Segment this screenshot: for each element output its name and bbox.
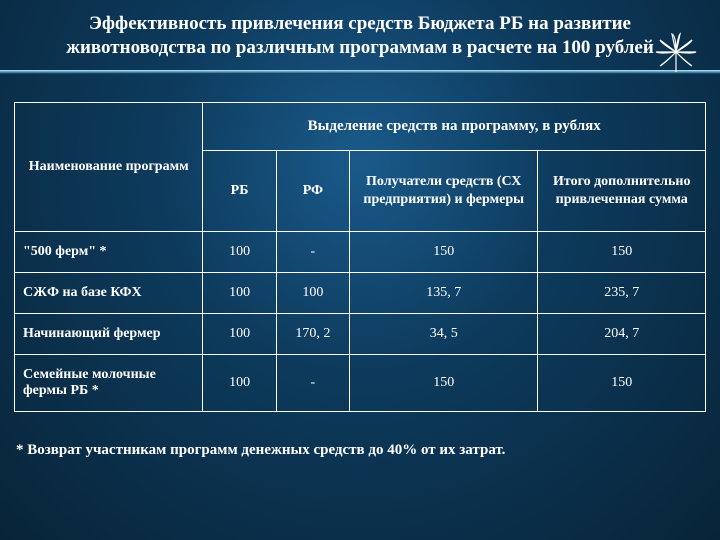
- header-recipients: Получатели средств (СХ предприятия) и фе…: [350, 151, 538, 232]
- cell-total: 204, 7: [538, 314, 706, 355]
- cell-name: "500 ферм" *: [15, 232, 203, 273]
- header: Эффективность привлечения средств Бюджет…: [0, 0, 720, 66]
- page-title: Эффективность привлечения средств Бюджет…: [20, 12, 700, 60]
- table-row: "500 ферм" * 100 - 150 150: [15, 232, 706, 273]
- header-allocation: Выделение средств на программу, в рублях: [203, 102, 706, 151]
- header-rf: РФ: [276, 151, 349, 232]
- table-row: Семейные молочные фермы РБ * 100 - 150 1…: [15, 355, 706, 412]
- cell-name: СЖФ на базе КФХ: [15, 273, 203, 314]
- cell-rb: 100: [203, 355, 276, 412]
- cell-rf: 170, 2: [276, 314, 349, 355]
- cell-rf: -: [276, 232, 349, 273]
- table-row: СЖФ на базе КФХ 100 100 135, 7 235, 7: [15, 273, 706, 314]
- cell-recip: 34, 5: [350, 314, 538, 355]
- cell-recip: 150: [350, 232, 538, 273]
- efficiency-table: Наименование программ Выделение средств …: [14, 102, 706, 413]
- cell-total: 235, 7: [538, 273, 706, 314]
- header-total: Итого дополнительно привлеченная сумма: [538, 151, 706, 232]
- cell-name: Семейные молочные фермы РБ *: [15, 355, 203, 412]
- cell-recip: 135, 7: [350, 273, 538, 314]
- header-rb: РБ: [203, 151, 276, 232]
- cell-total: 150: [538, 355, 706, 412]
- header-divider: [0, 70, 720, 74]
- cell-rf: -: [276, 355, 349, 412]
- cell-recip: 150: [350, 355, 538, 412]
- flower-icon: [654, 30, 698, 74]
- cell-name: Начинающий фермер: [15, 314, 203, 355]
- cell-rf: 100: [276, 273, 349, 314]
- table-container: Наименование программ Выделение средств …: [0, 102, 720, 413]
- cell-rb: 100: [203, 273, 276, 314]
- footnote: * Возврат участникам программ денежных с…: [0, 412, 720, 459]
- cell-total: 150: [538, 232, 706, 273]
- header-programs: Наименование программ: [15, 102, 203, 232]
- cell-rb: 100: [203, 232, 276, 273]
- table-row: Начинающий фермер 100 170, 2 34, 5 204, …: [15, 314, 706, 355]
- cell-rb: 100: [203, 314, 276, 355]
